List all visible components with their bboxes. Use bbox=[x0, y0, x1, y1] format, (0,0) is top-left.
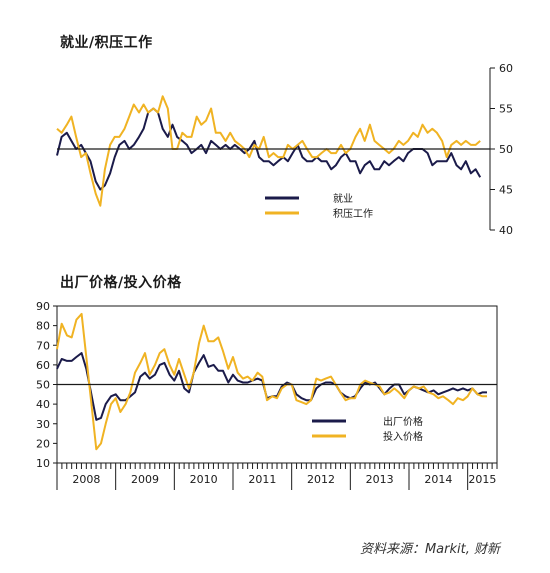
chart-title-output-input-prices: 出厂价格/投入价格 bbox=[60, 275, 182, 291]
x-tick-label: 2014 bbox=[424, 473, 452, 486]
x-tick-label: 2015 bbox=[468, 473, 496, 486]
y-tick-label: 10 bbox=[36, 457, 50, 470]
x-tick-label: 2010 bbox=[190, 473, 218, 486]
y-tick-label: 40 bbox=[499, 224, 513, 237]
series-line-employment bbox=[56, 107, 482, 191]
y-tick-label: 60 bbox=[36, 359, 50, 372]
x-tick-label: 2013 bbox=[366, 473, 394, 486]
y-tick-label: 60 bbox=[499, 62, 513, 75]
series-line-input-price bbox=[56, 312, 487, 451]
y-tick-label: 50 bbox=[499, 143, 513, 156]
y-tick-label: 45 bbox=[499, 184, 513, 197]
y-tick-label: 90 bbox=[36, 300, 50, 313]
y-tick-label: 40 bbox=[36, 398, 50, 411]
chart-title-employment-backlog: 就业/积压工作 bbox=[60, 35, 153, 51]
legend-label: 出厂价格 bbox=[383, 415, 423, 428]
y-tick-label: 80 bbox=[36, 320, 50, 333]
x-tick-label: 2009 bbox=[131, 473, 159, 486]
y-tick-label: 20 bbox=[36, 437, 50, 450]
legend-label: 就业 bbox=[333, 192, 353, 205]
y-tick-label: 55 bbox=[499, 103, 513, 116]
y-tick-label: 70 bbox=[36, 339, 50, 352]
legend-label: 投入价格 bbox=[383, 430, 423, 443]
x-tick-label: 2008 bbox=[72, 473, 100, 486]
legend-label: 积压工作 bbox=[333, 208, 373, 220]
x-tick-label: 2012 bbox=[307, 473, 335, 486]
y-tick-label: 50 bbox=[36, 379, 50, 392]
x-tick-label: 2011 bbox=[248, 473, 276, 486]
source-note: 资料来源：Markit, 财新 bbox=[359, 542, 500, 557]
y-tick-label: 30 bbox=[36, 418, 50, 431]
series-line-backlog bbox=[56, 95, 481, 207]
